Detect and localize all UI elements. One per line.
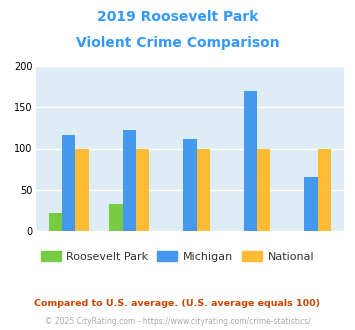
Text: © 2025 CityRating.com - https://www.cityrating.com/crime-statistics/: © 2025 CityRating.com - https://www.city… bbox=[45, 317, 310, 326]
Bar bbox=[318, 148, 331, 231]
Text: Compared to U.S. average. (U.S. average equals 100): Compared to U.S. average. (U.S. average … bbox=[34, 299, 321, 308]
Bar bbox=[136, 148, 149, 231]
Bar bbox=[257, 148, 271, 231]
Bar bbox=[123, 130, 136, 231]
Bar bbox=[197, 148, 210, 231]
Bar bbox=[183, 139, 197, 231]
Bar bbox=[244, 91, 257, 231]
Bar bbox=[76, 148, 89, 231]
Bar bbox=[62, 135, 76, 231]
Text: 2019 Roosevelt Park: 2019 Roosevelt Park bbox=[97, 10, 258, 24]
Legend: Roosevelt Park, Michigan, National: Roosevelt Park, Michigan, National bbox=[36, 247, 319, 267]
Bar bbox=[304, 178, 318, 231]
Text: Violent Crime Comparison: Violent Crime Comparison bbox=[76, 36, 279, 50]
Bar bbox=[49, 213, 62, 231]
Bar bbox=[109, 204, 123, 231]
